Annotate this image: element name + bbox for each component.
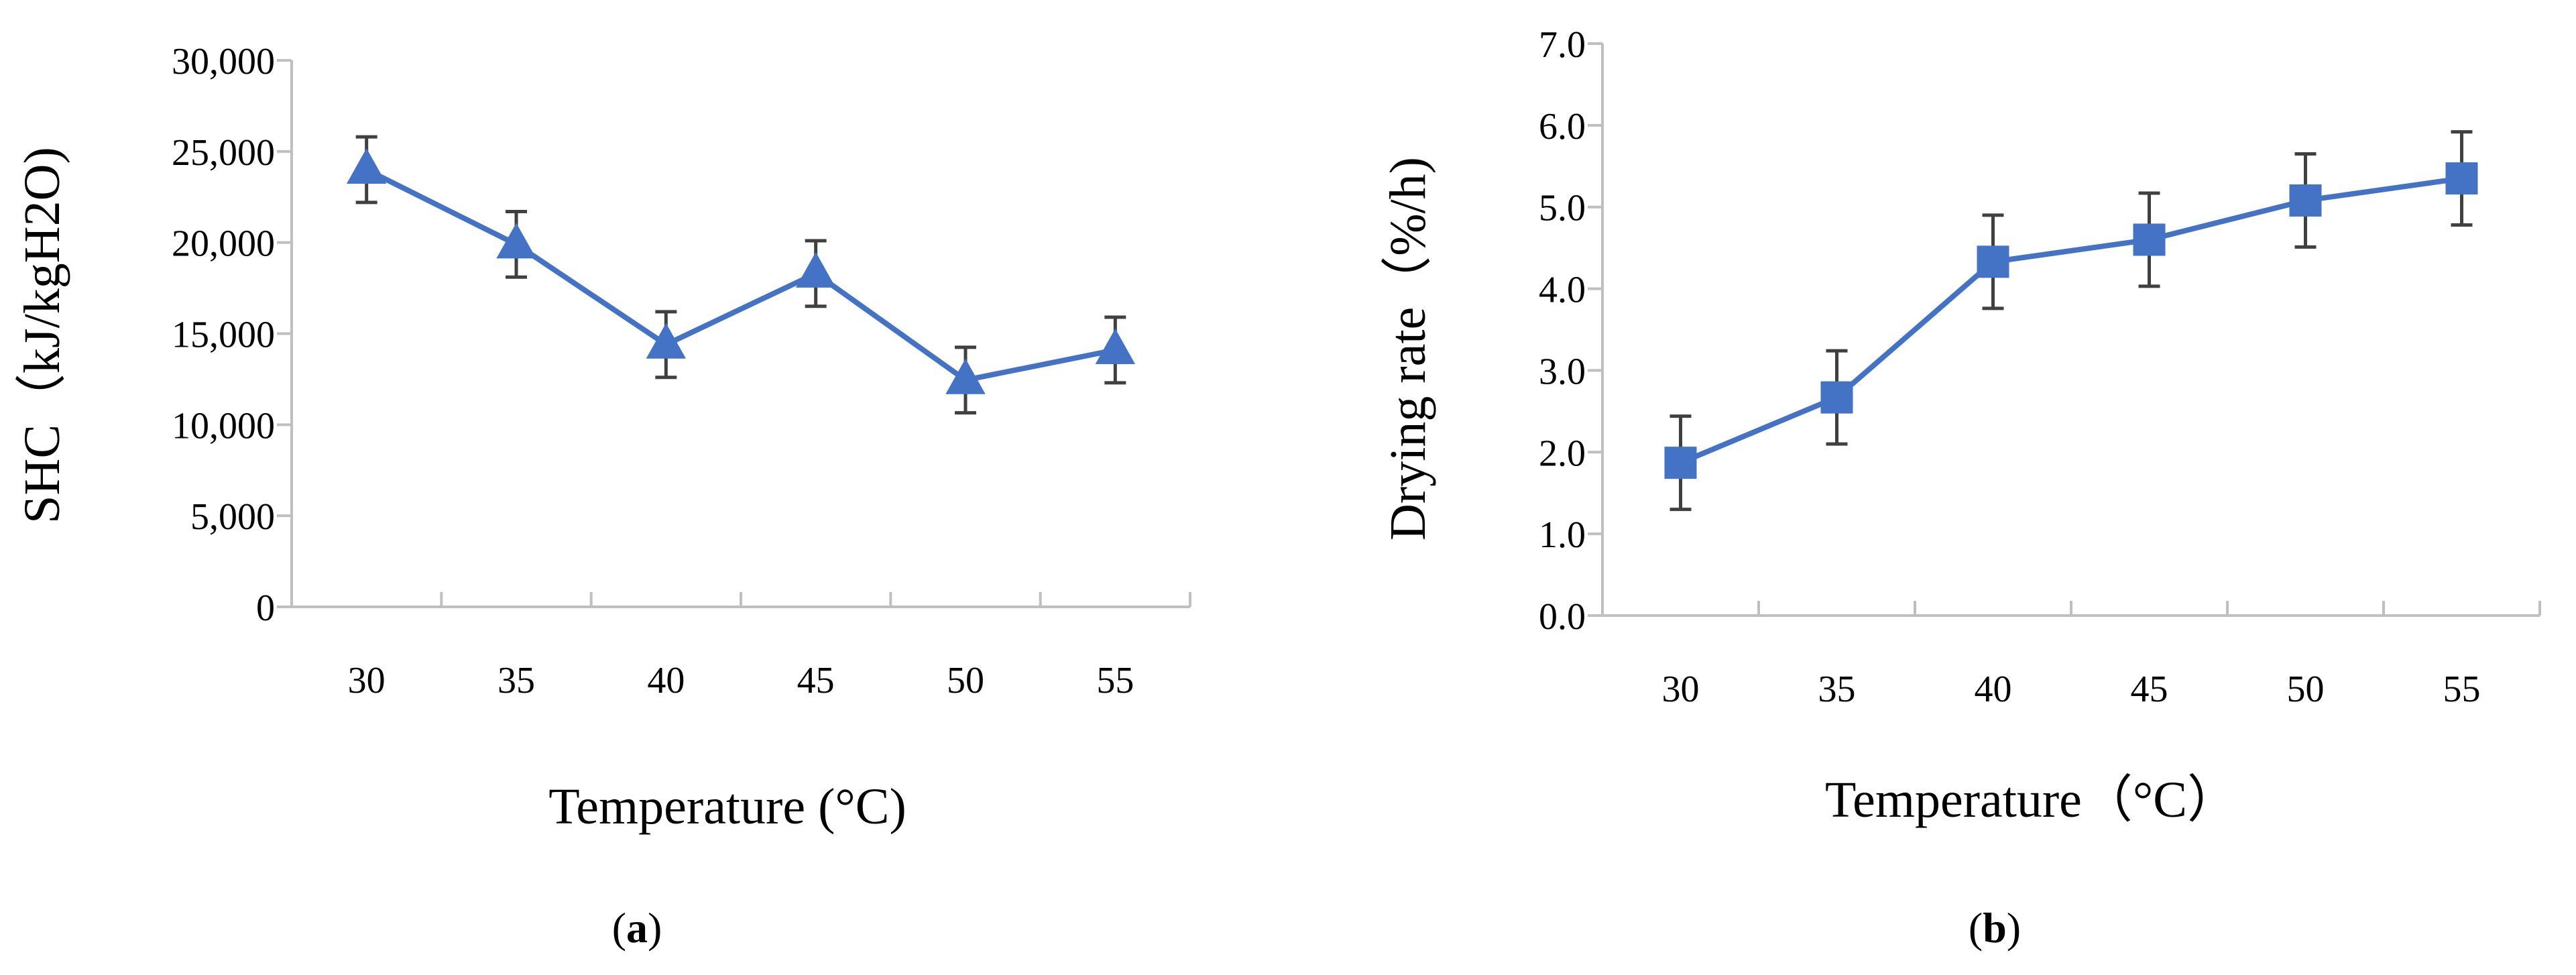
- x-tick-label-b: 30: [1662, 669, 1700, 710]
- y-tick-label-b: 5.0: [1539, 188, 1586, 229]
- data-point-a: [496, 223, 536, 259]
- data-point-b: [2445, 162, 2478, 195]
- x-tick-label-b: 35: [1818, 669, 1856, 710]
- x-tick-label-a: 55: [1096, 660, 1134, 701]
- y-tick-label-b: 3.0: [1539, 351, 1586, 392]
- x-tick-label-b: 50: [2287, 669, 2325, 710]
- panel-label-a-letter: a: [626, 904, 648, 952]
- data-point-a: [346, 148, 387, 184]
- data-point-b: [1820, 381, 1853, 414]
- y-tick-label-b: 4.0: [1539, 270, 1586, 311]
- y-tick-label-a: 15,000: [172, 314, 275, 356]
- y-tick-label-a: 30,000: [172, 41, 275, 82]
- x-tick-label-b: 40: [1975, 669, 2012, 710]
- x-tick-label-a: 45: [797, 660, 835, 701]
- series-line-b: [1678, 176, 2465, 466]
- x-axis-title-a: Temperature (°C): [548, 779, 906, 835]
- x-tick-label-b: 45: [2131, 669, 2168, 710]
- data-point-a: [1095, 328, 1136, 364]
- y-tick-label-b: 7.0: [1539, 24, 1586, 66]
- data-point-b: [1664, 447, 1697, 479]
- y-axis-title-b: Drying rate（%/h): [1380, 157, 1436, 540]
- chart-panel-b: Drying rate（%/h) Temperature（°C） (b) 0.0…: [1380, 24, 2541, 952]
- data-point-a: [795, 251, 836, 288]
- y-tick-label-b: 0.0: [1539, 596, 1586, 638]
- y-tick-label-a: 25,000: [172, 132, 275, 174]
- data-point-a: [945, 358, 986, 394]
- data-point-b: [2133, 223, 2166, 256]
- panel-label-b-letter: b: [1983, 904, 2007, 952]
- data-point-b: [2289, 184, 2322, 217]
- y-tick-label-b: 2.0: [1539, 433, 1586, 474]
- y-axis-title-a: SHC（kJ/kgH2O): [14, 147, 70, 524]
- y-tick-label-a: 10,000: [172, 405, 275, 447]
- x-tick-label-a: 40: [647, 660, 685, 701]
- panel-label-a: (a): [612, 904, 662, 952]
- y-tick-label-b: 1.0: [1539, 514, 1586, 556]
- series-line-a: [363, 167, 1118, 383]
- y-tick-label-b: 6.0: [1539, 106, 1586, 148]
- y-tick-label-a: 20,000: [172, 223, 275, 265]
- data-point-b: [1977, 245, 2009, 278]
- panel-label-b: (b): [1969, 904, 2021, 952]
- data-point-a: [646, 323, 687, 359]
- x-tick-label-a: 35: [497, 660, 535, 701]
- x-axis-title-b: Temperature（°C）: [1825, 772, 2238, 828]
- y-tick-label-a: 0: [256, 587, 275, 629]
- chart-panel-a: SHC（kJ/kgH2O) Temperature (°C) (a) 0 5,00…: [14, 41, 1191, 952]
- x-tick-label-b: 55: [2443, 669, 2481, 710]
- x-tick-label-a: 50: [947, 660, 984, 701]
- x-tick-label-a: 30: [348, 660, 386, 701]
- y-tick-label-a: 5,000: [190, 496, 275, 538]
